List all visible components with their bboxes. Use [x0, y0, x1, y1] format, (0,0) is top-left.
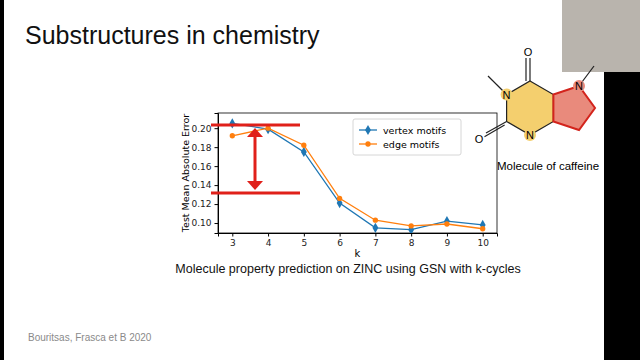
bond — [486, 122, 507, 134]
x-tick: 4 — [266, 233, 272, 248]
legend-label: vertex motifs — [383, 125, 446, 136]
legend-marker — [365, 141, 370, 146]
atom-bg — [473, 133, 485, 145]
x-tick: 6 — [337, 233, 343, 248]
x-tick-label: 10 — [477, 238, 489, 248]
y-tick: 0.10 — [191, 218, 218, 228]
x-tick: 9 — [445, 233, 451, 248]
x-tick: 10 — [477, 233, 489, 248]
x-tick-label: 6 — [337, 238, 343, 248]
series-marker — [337, 196, 342, 201]
x-tick-label: 8 — [409, 238, 415, 248]
series-marker — [373, 218, 378, 223]
series-marker — [444, 216, 450, 226]
y-tick: 0.14 — [191, 180, 218, 190]
x-tick: 8 — [409, 233, 415, 248]
ring-six — [507, 81, 554, 135]
x-tick-mark — [304, 233, 305, 237]
x-tick: 3 — [230, 233, 236, 248]
arrow-head — [247, 181, 263, 190]
citation: Bouritsas, Frasca et B 2020 — [28, 332, 152, 343]
background — [0, 0, 640, 360]
x-tick-label: 4 — [266, 238, 272, 248]
y-axis: 0.10 0.12 0.14 0.16 0.18 0.20 — [191, 114, 218, 234]
legend-box — [353, 119, 461, 155]
caption: Molecule property prediction on ZINC usi… — [175, 262, 520, 276]
legend: vertex motifs edge motifs — [353, 119, 461, 155]
x-tick-label: 3 — [230, 238, 236, 248]
slide: Substructures in chemistry Molecule prope… — [0, 0, 640, 360]
series-marker — [230, 133, 235, 138]
atom-bg — [524, 129, 536, 141]
x-tick: 7 — [373, 233, 379, 248]
x-axis-line — [219, 234, 498, 237]
x-tick-label: 5 — [301, 238, 307, 248]
slide-title: Substructures in chemistry — [25, 21, 320, 49]
x-tick-mark — [232, 233, 233, 237]
plot-frame — [218, 113, 497, 233]
y-axis-title: Test Mean Absolute Error — [180, 114, 191, 233]
y-tick-mark — [215, 185, 219, 186]
y-tick-label: 0.14 — [191, 180, 211, 190]
y-tick: 0.16 — [191, 162, 218, 172]
y-tick-label: 0.20 — [191, 124, 211, 134]
bond — [525, 58, 526, 81]
series-marker — [444, 221, 449, 226]
x-tick-mark — [375, 233, 376, 237]
x-tick: 5 — [301, 233, 307, 248]
series-marker — [372, 223, 378, 233]
atom-bg — [501, 89, 513, 101]
x-tick-mark — [411, 233, 412, 237]
y-tick-label: 0.10 — [191, 218, 211, 228]
x-axis: 3 4 5 6 7 8 9 10 — [219, 233, 498, 248]
atom-bg — [573, 80, 585, 92]
y-tick-label: 0.18 — [191, 143, 211, 153]
y-tick: 0.18 — [191, 143, 218, 153]
y-tick-mark — [215, 223, 219, 224]
series-marker — [480, 226, 485, 231]
gap-annotation — [211, 125, 300, 193]
legend-label: edge motifs — [383, 139, 440, 150]
webcam — [562, 0, 640, 72]
bond — [484, 125, 505, 137]
x-axis-title: k — [355, 248, 361, 259]
y-tick-mark — [215, 147, 219, 148]
bond — [529, 58, 530, 81]
x-tick-mark — [268, 233, 269, 237]
atom-label: N — [526, 129, 534, 141]
y-tick: 0.12 — [191, 199, 218, 209]
y-tick-label: 0.12 — [191, 199, 211, 209]
arrow-head — [247, 128, 263, 137]
molecule: O N O N N — [473, 46, 595, 145]
ring-five — [553, 86, 595, 130]
annotation-arrow — [254, 134, 257, 184]
atom-bg — [522, 46, 534, 58]
annotation-bar — [211, 124, 300, 127]
x-tick-mark — [340, 233, 341, 237]
atom-label: N — [575, 80, 583, 92]
x-tick-mark — [483, 233, 484, 237]
side-band — [0, 0, 4, 360]
x-tick-label: 7 — [373, 238, 379, 248]
x-tick-mark — [447, 233, 448, 237]
atom-label: O — [524, 46, 533, 58]
molecule-label: Molecule of caffeine — [497, 160, 599, 172]
legend-marker — [365, 125, 371, 135]
y-tick-label: 0.16 — [191, 162, 211, 172]
plot-area — [229, 118, 485, 233]
annotation-bar — [211, 192, 300, 195]
y-tick-mark — [215, 128, 219, 129]
atom-label: O — [475, 133, 484, 145]
series-marker — [409, 223, 414, 228]
series-marker — [301, 143, 306, 148]
y-tick-mark — [215, 204, 219, 205]
atom-label: N — [503, 89, 511, 101]
y-tick-mark — [215, 166, 219, 167]
x-tick-label: 9 — [445, 238, 451, 248]
series-marker — [229, 118, 235, 128]
